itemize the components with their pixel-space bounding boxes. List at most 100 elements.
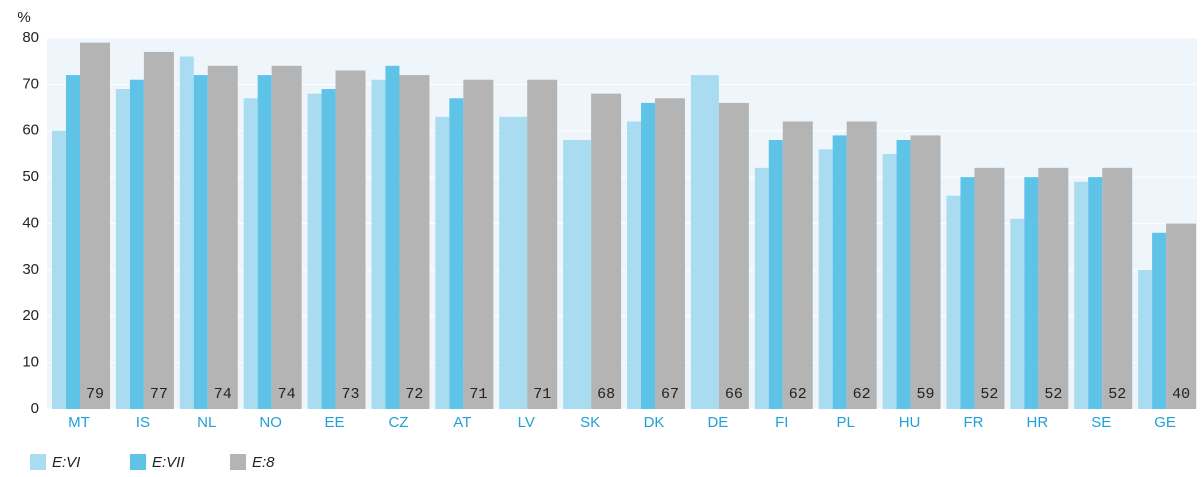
bar — [1088, 177, 1103, 409]
x-tick-label: AT — [453, 414, 471, 431]
bar — [243, 98, 258, 409]
bar — [1152, 232, 1167, 409]
bar — [80, 42, 110, 409]
bar — [882, 153, 897, 409]
data-label: 74 — [278, 386, 296, 403]
data-label: 52 — [1044, 386, 1062, 403]
bar — [1166, 223, 1197, 409]
bar — [129, 79, 144, 410]
data-label: 71 — [533, 386, 551, 403]
data-label: 62 — [853, 386, 871, 403]
data-label: 79 — [86, 386, 104, 403]
x-tick-label: CZ — [388, 414, 408, 431]
x-tick-label: PL — [836, 414, 854, 431]
bar — [946, 195, 961, 409]
x-tick-label: HU — [899, 414, 921, 431]
bar — [1102, 167, 1133, 409]
bar — [690, 75, 719, 409]
y-axis-label: % — [17, 9, 30, 26]
y-tick-label: 20 — [22, 307, 39, 324]
data-label: 62 — [789, 386, 807, 403]
data-label: 74 — [214, 386, 232, 403]
bar — [655, 98, 685, 409]
legend-label: E:8 — [252, 454, 275, 471]
data-label: 73 — [342, 386, 360, 403]
bar — [627, 121, 641, 409]
bar — [718, 102, 749, 410]
bar — [307, 93, 322, 410]
bar — [321, 89, 336, 409]
data-label: 72 — [405, 386, 423, 403]
data-label: 66 — [725, 386, 743, 403]
bar — [1038, 167, 1069, 409]
bar — [768, 140, 783, 409]
bar — [399, 75, 430, 409]
x-tick-label: NO — [259, 414, 282, 431]
x-tick-label: FI — [775, 414, 788, 431]
bar — [371, 79, 386, 410]
bar — [641, 102, 655, 410]
legend-swatch — [130, 454, 146, 470]
bar — [257, 75, 272, 409]
bar — [207, 65, 238, 409]
y-tick-label: 0 — [31, 400, 39, 417]
bar — [1138, 269, 1153, 409]
bar — [832, 135, 847, 409]
bar — [960, 177, 975, 409]
bar — [385, 65, 400, 409]
x-tick-label: DE — [707, 414, 728, 431]
data-label: 52 — [1108, 386, 1126, 403]
data-label: 77 — [150, 386, 168, 403]
bar — [271, 65, 302, 409]
bar — [463, 79, 494, 410]
bar — [527, 79, 558, 410]
x-tick-label: LV — [518, 414, 535, 431]
x-tick-label: IS — [136, 414, 150, 431]
y-tick-label: 60 — [22, 122, 39, 139]
data-label: 59 — [917, 386, 935, 403]
data-label: 68 — [597, 386, 615, 403]
bar — [818, 149, 833, 410]
x-tick-label: DK — [644, 414, 665, 431]
x-tick-label: FR — [963, 414, 983, 431]
bar — [193, 75, 208, 409]
bar — [52, 130, 66, 409]
bar — [143, 51, 174, 409]
legend-label: E:VII — [152, 454, 185, 471]
bar — [449, 98, 464, 409]
y-tick-label: 10 — [22, 354, 39, 371]
bar — [1074, 181, 1089, 409]
bar — [910, 135, 941, 409]
bar — [591, 93, 622, 410]
y-tick-label: 80 — [22, 29, 39, 46]
bar — [782, 121, 813, 409]
data-label: 52 — [980, 386, 998, 403]
bar — [974, 167, 1005, 409]
bar — [435, 116, 450, 410]
data-label: 71 — [469, 386, 487, 403]
legend-swatch — [230, 454, 246, 470]
x-tick-label: MT — [68, 414, 90, 431]
bar — [846, 121, 877, 409]
x-tick-label: SE — [1091, 414, 1111, 431]
legend-swatch — [30, 454, 46, 470]
data-label: 40 — [1172, 386, 1190, 403]
y-tick-label: 40 — [22, 214, 39, 231]
bar — [1024, 177, 1039, 409]
y-tick-label: 70 — [22, 75, 39, 92]
y-tick-label: 50 — [22, 168, 39, 185]
x-tick-label: GE — [1154, 414, 1176, 431]
data-label: 67 — [661, 386, 679, 403]
bar — [115, 89, 130, 409]
bar — [335, 70, 366, 410]
bar — [896, 140, 911, 409]
bar — [1010, 218, 1025, 409]
x-tick-label: SK — [580, 414, 600, 431]
x-tick-label: NL — [197, 414, 216, 431]
bar — [66, 75, 80, 409]
x-tick-label: HR — [1026, 414, 1048, 431]
bar — [754, 167, 769, 409]
bar — [563, 140, 592, 409]
bar — [499, 116, 528, 410]
